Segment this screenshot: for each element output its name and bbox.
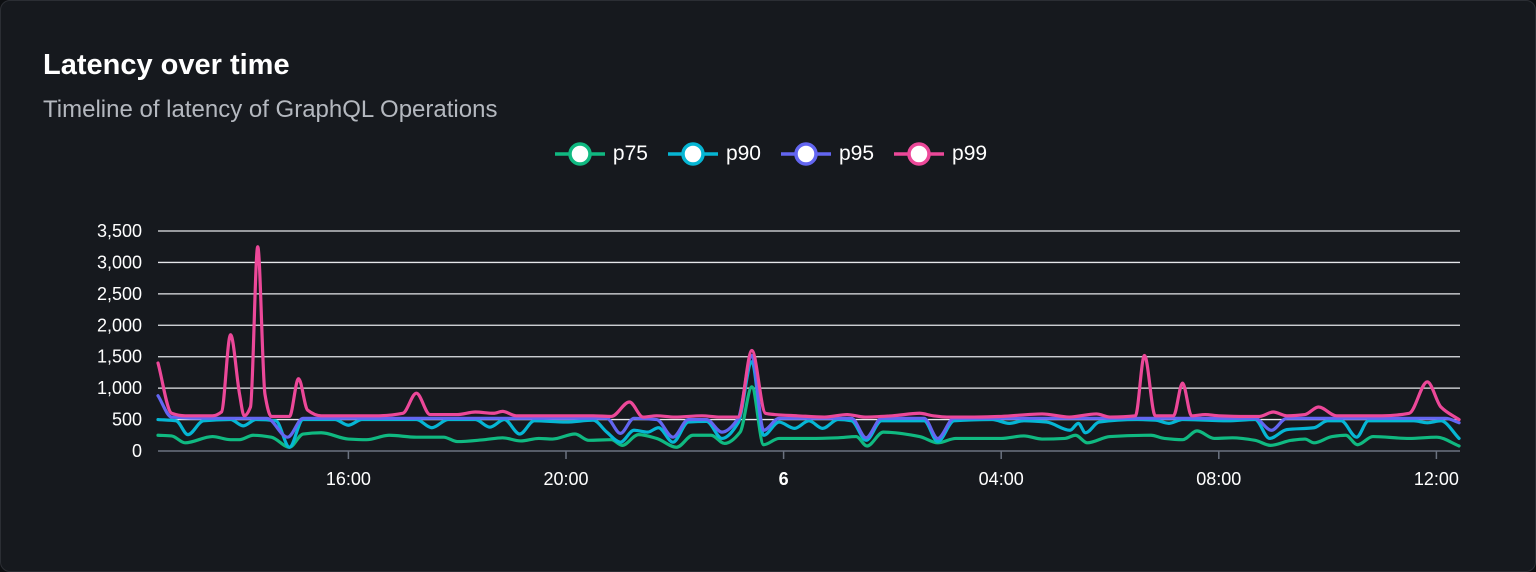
legend-marker-icon: [667, 142, 718, 166]
legend: p75 p90 p95 p99: [1, 141, 1536, 167]
y-tick-label: 3,000: [97, 252, 142, 272]
legend-marker-icon: [894, 142, 945, 166]
legend-item-p75[interactable]: p75: [554, 141, 648, 167]
legend-item-p90[interactable]: p90: [667, 141, 761, 167]
x-tick-label: 16:00: [326, 469, 371, 489]
x-tick-label: 04:00: [979, 469, 1024, 489]
y-tick-label: 2,000: [97, 315, 142, 335]
y-tick-label: 0: [132, 441, 142, 461]
x-tick-label: 08:00: [1196, 469, 1241, 489]
legend-item-p95[interactable]: p95: [781, 141, 874, 167]
legend-marker-icon: [781, 142, 831, 166]
chart-title: Latency over time: [43, 49, 290, 81]
legend-label: p90: [725, 142, 761, 165]
y-tick-label: 1,000: [97, 378, 142, 398]
series-line-p75: [156, 385, 1461, 449]
y-tick-label: 1,500: [97, 347, 142, 367]
series-line-p99: [156, 245, 1461, 422]
legend-label: p99: [952, 142, 988, 165]
y-tick-label: 500: [112, 410, 142, 430]
y-tick-label: 3,500: [97, 221, 142, 241]
legend-label: p75: [612, 142, 648, 165]
series-line-p95: [156, 353, 1461, 441]
legend-marker-icon: [554, 142, 605, 166]
legend-label: p95: [839, 142, 875, 165]
y-tick-label: 2,500: [97, 284, 142, 304]
legend-item-p99[interactable]: p99: [894, 141, 987, 167]
series-line-p90: [156, 360, 1461, 449]
x-tick-label: 20:00: [543, 469, 588, 489]
x-tick-label: 12:00: [1414, 469, 1459, 489]
chart-subtitle: Timeline of latency of GraphQL Operation…: [43, 96, 498, 123]
x-tick-label: 6: [779, 469, 789, 489]
